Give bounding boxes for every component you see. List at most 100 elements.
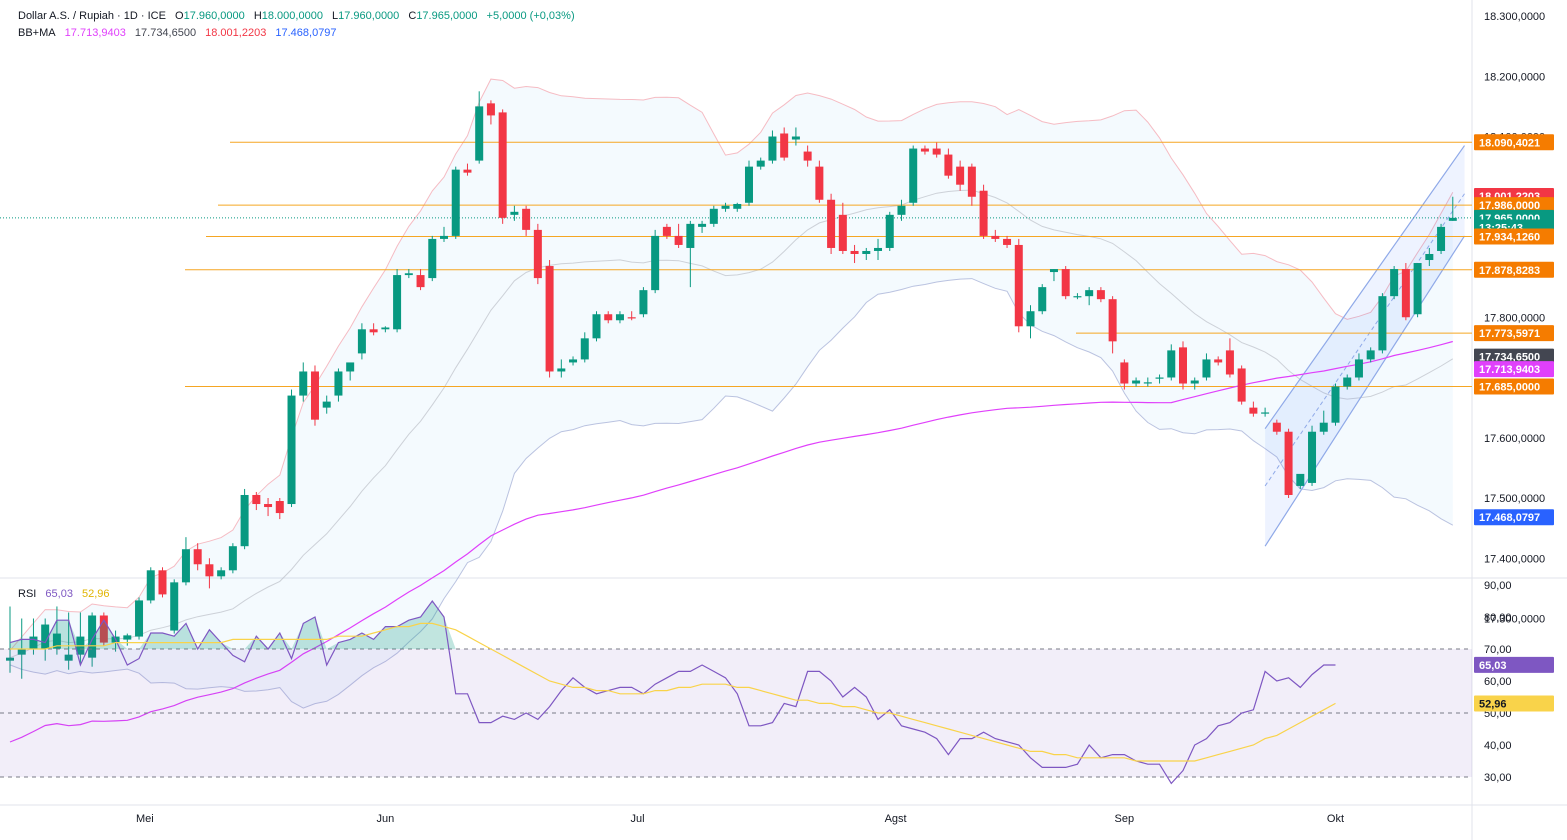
candle-body bbox=[674, 235, 683, 245]
candle-body bbox=[193, 549, 202, 565]
candle-body bbox=[428, 238, 437, 279]
price-badge[interactable]: 17.713,9403 bbox=[1474, 361, 1554, 378]
candle-body bbox=[6, 657, 14, 661]
candle-body bbox=[639, 290, 648, 315]
candle bbox=[193, 543, 202, 571]
candle bbox=[850, 244, 859, 264]
candle bbox=[369, 323, 378, 336]
candle bbox=[979, 184, 988, 239]
candle-body bbox=[252, 494, 261, 505]
candle-body bbox=[99, 615, 108, 643]
price-badge[interactable]: 17.934,1260 bbox=[1474, 228, 1554, 245]
candle-body bbox=[310, 371, 319, 420]
bb-label[interactable]: BB+MA bbox=[18, 27, 56, 39]
price-tick-label: 18.300,0000 bbox=[1484, 11, 1545, 23]
candle-body bbox=[920, 148, 929, 152]
candle bbox=[99, 612, 108, 646]
candle-body bbox=[1049, 269, 1058, 273]
symbol-title[interactable]: Dollar A.S. / Rupiah · 1D · ICE bbox=[18, 10, 166, 22]
candle-body bbox=[1202, 359, 1211, 378]
candle-body bbox=[909, 148, 918, 203]
symbol-legend[interactable]: Dollar A.S. / Rupiah · 1D · ICE O17.960,… bbox=[18, 10, 581, 22]
price-tick-label: 17.300,0000 bbox=[1484, 614, 1545, 626]
candle-body bbox=[17, 648, 26, 655]
candle bbox=[334, 368, 343, 402]
candle bbox=[217, 567, 226, 580]
candle bbox=[264, 498, 273, 517]
rsi-badge[interactable]: 52,96 bbox=[1474, 695, 1554, 712]
candle-body bbox=[874, 247, 883, 251]
candle bbox=[1049, 269, 1058, 282]
candle bbox=[1214, 356, 1223, 366]
candle bbox=[428, 235, 437, 282]
candle bbox=[346, 362, 355, 381]
candle bbox=[768, 130, 777, 164]
candle bbox=[135, 597, 144, 640]
candle-body bbox=[217, 570, 226, 577]
candle-body bbox=[322, 401, 331, 408]
candle bbox=[275, 498, 284, 520]
price-badge[interactable]: 17.878,8283 bbox=[1474, 261, 1554, 278]
price-axis[interactable]: 18.300,000018.200,000018.100,000017.800,… bbox=[1474, 11, 1554, 626]
price-badge[interactable]: 17.468,0797 bbox=[1474, 509, 1554, 526]
rsi-label[interactable]: RSI bbox=[18, 588, 37, 600]
time-axis[interactable]: Mei Jun Jul Agst Sep Okt bbox=[136, 813, 1344, 825]
candle bbox=[522, 205, 531, 236]
change-value: +5,0000 (+0,03%) bbox=[486, 10, 575, 22]
rsi-legend[interactable]: RSI 65,03 52,96 bbox=[18, 588, 116, 600]
candle-body bbox=[264, 504, 273, 508]
price-badge[interactable]: 17.773,5971 bbox=[1474, 325, 1554, 342]
candle-body bbox=[522, 208, 531, 230]
candle-body bbox=[228, 546, 237, 571]
candle bbox=[744, 160, 753, 206]
candle bbox=[322, 395, 331, 414]
price-badge[interactable]: 17.685,0000 bbox=[1474, 378, 1554, 395]
axis-badge-text: 65,03 bbox=[1479, 660, 1507, 672]
candle bbox=[357, 323, 366, 360]
candle bbox=[123, 633, 132, 646]
axis-badge-text: 17.934,1260 bbox=[1479, 231, 1540, 243]
axis-badge-bg bbox=[1474, 261, 1554, 278]
candle bbox=[475, 91, 484, 164]
time-tick-label: Sep bbox=[1115, 813, 1135, 825]
candle-body bbox=[170, 582, 179, 631]
candle-body bbox=[29, 636, 38, 649]
candle bbox=[1225, 338, 1234, 378]
candle-body bbox=[346, 362, 355, 372]
candle bbox=[803, 145, 812, 167]
candle bbox=[897, 199, 906, 221]
candle-body bbox=[416, 275, 425, 288]
candle bbox=[463, 163, 472, 176]
candle bbox=[791, 127, 800, 146]
price-tick-label: 17.800,0000 bbox=[1484, 312, 1545, 324]
axis-badge-text: 17.773,5971 bbox=[1479, 328, 1540, 340]
candle bbox=[1390, 266, 1399, 300]
price-badge[interactable]: 18.090,4021 bbox=[1474, 134, 1554, 151]
axis-badge-bg bbox=[1474, 656, 1554, 673]
bb-legend[interactable]: BB+MA 17.713,9403 17.734,6500 18.001,220… bbox=[18, 27, 343, 39]
candle bbox=[486, 100, 495, 125]
candle-body bbox=[1331, 386, 1340, 423]
candle-body bbox=[815, 166, 824, 200]
candle-body bbox=[897, 205, 906, 215]
candle-body bbox=[1401, 269, 1410, 318]
candle-body bbox=[1272, 422, 1281, 432]
price-badge[interactable]: 17.734,6500 bbox=[1474, 348, 1554, 365]
rsi-badge[interactable]: 65,03 bbox=[1474, 656, 1554, 673]
candle bbox=[1190, 377, 1199, 390]
candle bbox=[240, 488, 249, 550]
price-badge[interactable]: 17.986,0000 bbox=[1474, 197, 1554, 214]
candle bbox=[756, 157, 765, 170]
candle bbox=[827, 193, 836, 254]
candle bbox=[393, 269, 402, 333]
candle bbox=[1108, 296, 1117, 354]
candle-body bbox=[1085, 290, 1094, 297]
candle bbox=[310, 365, 319, 426]
rsi-tick-label: 60,00 bbox=[1484, 676, 1512, 688]
rsi-axis[interactable]: 90,0080,0070,0060,0050,0040,0030,0065,03… bbox=[1474, 580, 1554, 784]
candle-body bbox=[545, 266, 554, 372]
candle-body bbox=[662, 226, 671, 236]
candle bbox=[1308, 425, 1317, 486]
candle-body bbox=[979, 190, 988, 236]
